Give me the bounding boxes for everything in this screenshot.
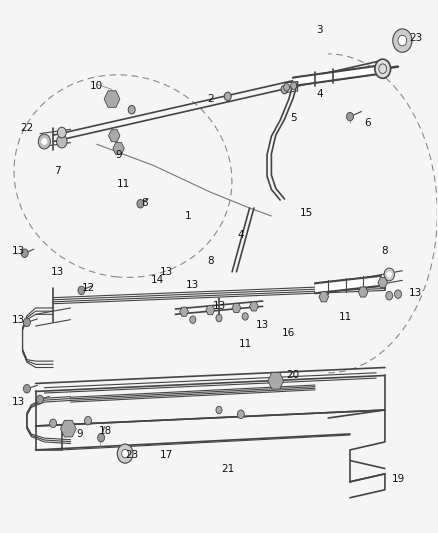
Text: 15: 15: [300, 208, 313, 219]
Text: 11: 11: [339, 312, 352, 322]
Circle shape: [375, 59, 391, 78]
Circle shape: [190, 316, 196, 324]
Circle shape: [290, 82, 297, 90]
Circle shape: [38, 134, 50, 149]
Circle shape: [36, 395, 43, 403]
Circle shape: [387, 272, 392, 277]
Circle shape: [78, 286, 85, 295]
Circle shape: [57, 135, 67, 148]
Text: 11: 11: [239, 338, 252, 349]
Text: 4: 4: [316, 88, 323, 99]
Text: 13: 13: [11, 246, 25, 255]
Circle shape: [21, 249, 28, 257]
Text: 13: 13: [51, 267, 64, 277]
Text: 9: 9: [76, 429, 83, 439]
Text: 13: 13: [212, 301, 226, 311]
Text: 13: 13: [409, 288, 422, 298]
Text: 21: 21: [221, 464, 234, 473]
Circle shape: [128, 106, 135, 114]
Text: 20: 20: [286, 370, 300, 381]
Text: 7: 7: [54, 166, 61, 176]
Circle shape: [98, 433, 105, 442]
Polygon shape: [293, 66, 381, 86]
Text: 13: 13: [256, 320, 269, 330]
Text: 13: 13: [160, 267, 173, 277]
Circle shape: [398, 35, 407, 46]
Text: 8: 8: [141, 198, 148, 208]
Circle shape: [23, 384, 30, 393]
Text: 8: 8: [381, 246, 388, 255]
Text: 3: 3: [316, 25, 323, 35]
Circle shape: [346, 112, 353, 121]
Circle shape: [49, 419, 57, 427]
Circle shape: [23, 318, 30, 327]
Circle shape: [117, 444, 133, 463]
Circle shape: [395, 290, 402, 298]
Text: 5: 5: [290, 112, 297, 123]
Text: 13: 13: [11, 314, 25, 325]
Circle shape: [237, 410, 244, 418]
Text: 14: 14: [151, 275, 165, 285]
Text: 23: 23: [409, 33, 422, 43]
Circle shape: [42, 139, 47, 145]
Text: 23: 23: [125, 450, 138, 460]
Text: 1: 1: [185, 211, 192, 221]
Text: 2: 2: [207, 94, 214, 104]
Circle shape: [284, 84, 290, 91]
Circle shape: [393, 29, 412, 52]
Text: 9: 9: [115, 150, 122, 160]
Text: 18: 18: [99, 426, 112, 437]
Circle shape: [242, 313, 248, 320]
Text: 16: 16: [282, 328, 296, 338]
Text: 10: 10: [90, 81, 103, 91]
Circle shape: [57, 127, 66, 138]
Text: 13: 13: [186, 280, 199, 290]
Circle shape: [122, 449, 129, 458]
Text: 19: 19: [392, 474, 405, 484]
Polygon shape: [315, 276, 381, 293]
Text: 8: 8: [207, 256, 214, 266]
Text: 13: 13: [11, 397, 25, 407]
Circle shape: [216, 406, 222, 414]
Circle shape: [281, 85, 288, 94]
Circle shape: [384, 268, 395, 281]
Text: 17: 17: [160, 450, 173, 460]
Text: 22: 22: [20, 123, 34, 133]
Text: 12: 12: [81, 283, 95, 293]
Text: 11: 11: [117, 179, 130, 189]
Circle shape: [137, 199, 144, 208]
Text: 6: 6: [364, 118, 371, 128]
Circle shape: [224, 92, 231, 101]
Text: 4: 4: [237, 230, 244, 240]
Circle shape: [216, 314, 222, 322]
Circle shape: [386, 292, 393, 300]
Circle shape: [85, 416, 92, 425]
